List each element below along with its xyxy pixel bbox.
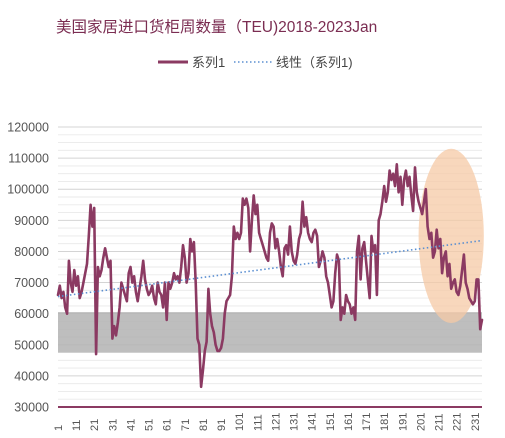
x-tick-label: 121 bbox=[270, 413, 282, 431]
x-tick-label: 131 bbox=[289, 413, 301, 431]
x-tick-label: 171 bbox=[361, 413, 373, 431]
x-tick-label: 231 bbox=[470, 413, 482, 431]
x-tick-label: 51 bbox=[144, 419, 156, 431]
y-tick-label: 50000 bbox=[14, 338, 49, 352]
x-tick-label: 91 bbox=[216, 419, 228, 431]
x-tick-label: 151 bbox=[325, 413, 337, 431]
highlight-ellipse bbox=[418, 148, 484, 323]
x-tick-label: 1 bbox=[53, 425, 65, 431]
plot-area: 30000 40000 50000 60000 70000 80000 90000 10000… bbox=[7, 121, 484, 431]
x-tick-label: 141 bbox=[307, 413, 319, 431]
series-line-1 bbox=[56, 163, 484, 389]
x-tick-label: 181 bbox=[379, 413, 391, 431]
y-tick-label: 90000 bbox=[14, 214, 49, 228]
x-tick-label: 41 bbox=[125, 419, 137, 431]
x-tick-label: 201 bbox=[415, 413, 427, 431]
x-tick-label: 161 bbox=[343, 413, 355, 431]
legend: 系列1 线性（系列1) bbox=[158, 55, 353, 70]
x-tick-label: 101 bbox=[234, 413, 246, 431]
y-tick-label: 80000 bbox=[14, 245, 49, 259]
y-tick-label: 30000 bbox=[14, 401, 49, 415]
x-tick-label: 21 bbox=[89, 419, 101, 431]
x-tick-label: 111 bbox=[252, 414, 264, 431]
legend-label-series: 系列1 bbox=[192, 55, 225, 70]
x-tick-label: 11 bbox=[71, 420, 83, 431]
y-tick-label: 120000 bbox=[7, 121, 49, 135]
x-tick-label: 61 bbox=[162, 419, 174, 431]
x-tick-label: 31 bbox=[107, 419, 119, 431]
x-tick-label: 71 bbox=[180, 419, 192, 431]
legend-label-trend: 线性（系列1) bbox=[276, 55, 353, 70]
x-tick-label: 211 bbox=[434, 413, 446, 431]
y-tick-label: 110000 bbox=[8, 152, 49, 166]
shaded-band bbox=[58, 312, 482, 353]
x-tick-label: 81 bbox=[198, 419, 210, 431]
y-tick-label: 100000 bbox=[7, 183, 49, 197]
y-tick-label: 60000 bbox=[14, 307, 49, 321]
y-tick-label: 40000 bbox=[14, 369, 49, 383]
trend-line bbox=[57, 239, 483, 298]
chart-title: 美国家居进口货柜周数量（TEU)2018-2023Jan bbox=[56, 18, 377, 36]
y-tick-label: 70000 bbox=[14, 276, 49, 290]
x-tick-label: 221 bbox=[452, 413, 464, 431]
gridlines bbox=[58, 126, 482, 400]
x-tick-label: 191 bbox=[397, 413, 409, 431]
